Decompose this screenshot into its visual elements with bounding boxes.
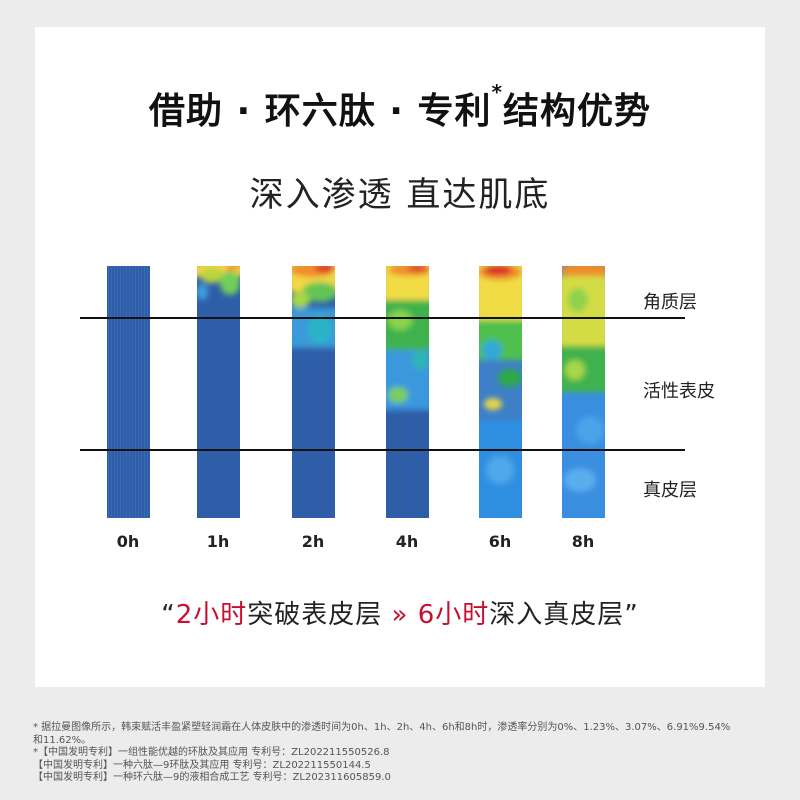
time-label-1h: 1h [206,532,230,551]
claim-2h-text: 突破表皮层 [247,600,383,630]
time-label-0h: 0h [116,532,140,551]
page-title: 借助 · 环六肽 · 专利*结构优势 [0,80,800,134]
page-subtitle: 深入渗透 直达肌底 [249,175,551,215]
penetration-claim: “2小时突破表皮层 » 6小时深入真皮层” [0,594,800,631]
footnote-line: 【中国发明专利】一种环六肽—9的液相合成工艺 专利号：ZL20231160585… [33,772,391,783]
column-8h [562,266,605,518]
footnote-line: 和11.62%。 [33,734,92,746]
claim-6h-text: 深入真皮层 [489,600,625,630]
footnote-line: 【中国发明专利】一种六肽—9环肽及其应用 专利号：ZL202211550144.… [33,759,371,771]
time-label-6h: 6h [488,532,512,551]
claim-arrow: » [391,600,409,630]
claim-6h-highlight: 6小时 [417,600,490,630]
title-tail: 结构优势 [502,91,651,132]
time-label-2h: 2h [301,532,325,551]
footnotes: * 据拉曼图像所示，韩束赋活丰盈紧塑轻润霜在人体皮肤中的渗透时间为0h、1h、2… [33,722,773,785]
claim-2h-highlight: 2小时 [175,600,248,630]
column-4h [386,266,429,518]
footnote-line: *【中国发明专利】一组性能优越的环肽及其应用 专利号：ZL20221155052… [33,747,390,758]
column-1h [197,266,240,518]
layer-label-living-epidermis: 活性表皮 [643,381,715,402]
layer-label-dermis: 真皮层 [643,480,697,501]
footnote-line: * 据拉曼图像所示，韩束赋活丰盈紧塑轻润霜在人体皮肤中的渗透时间为0h、1h、2… [33,722,731,733]
time-label-8h: 8h [571,532,595,551]
claim-close-quote: ” [624,600,639,630]
layer-label-stratum-corneum: 角质层 [643,292,697,313]
title-main: 借助 · 环六肽 · 专利 [149,91,492,132]
claim-open-quote: “ [161,600,176,630]
time-label-4h: 4h [395,532,419,551]
column-2h [292,266,335,518]
column-6h [479,266,522,518]
title-asterisk: * [491,80,503,104]
column-0h [107,266,150,518]
